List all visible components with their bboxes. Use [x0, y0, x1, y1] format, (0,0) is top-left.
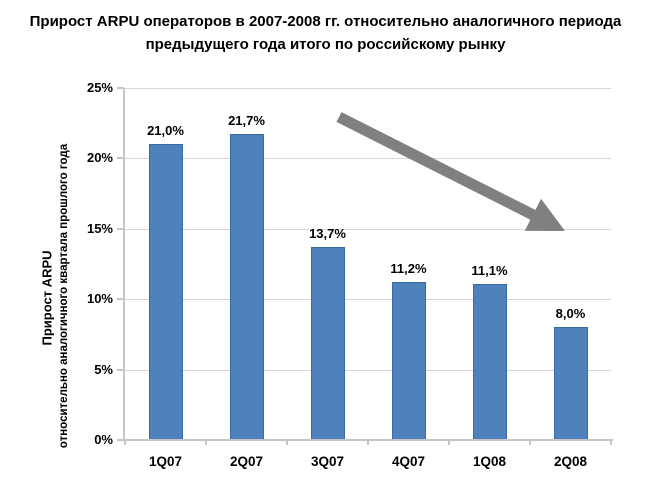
x-axis-label: 2Q08 — [553, 454, 588, 469]
x-axis-label: 1Q07 — [148, 454, 183, 469]
gridline-5% — [125, 369, 611, 371]
y-tick-mark — [117, 368, 124, 371]
x-axis-label: 2Q07 — [229, 454, 264, 469]
y-tick-mark — [117, 298, 124, 301]
gridline-25% — [125, 88, 611, 89]
gridline-15% — [125, 228, 611, 230]
x-tick-mark — [448, 441, 450, 445]
y-tick-label: 10% — [86, 291, 113, 307]
x-tick-mark — [367, 441, 369, 445]
x-tick-mark — [529, 441, 531, 445]
bar-1Q07 — [148, 144, 183, 440]
bar-value-label: 21,7% — [228, 113, 265, 129]
gridline-10% — [125, 299, 611, 301]
x-axis-label: 4Q07 — [391, 454, 426, 469]
x-axis-line — [117, 439, 613, 441]
chart-title-line1: Прирост ARPU операторов в 2007-2008 гг. … — [29, 13, 622, 30]
y-tick-mark — [117, 87, 124, 89]
x-axis-label: 3Q07 — [310, 454, 345, 469]
bar-value-label: 13,7% — [309, 226, 346, 242]
bar-value-label: 11,1% — [471, 262, 508, 278]
x-tick-mark — [205, 441, 207, 445]
bar-2Q08 — [553, 327, 588, 440]
chart-title: Прирост ARPU операторов в 2007-2008 гг. … — [0, 10, 651, 56]
y-tick-label: 0% — [94, 432, 113, 447]
bar-3Q07 — [310, 247, 345, 440]
y-tick-label: 15% — [86, 220, 113, 236]
y-tick-mark — [117, 157, 124, 160]
bar-4Q07 — [391, 282, 426, 440]
chart-title-line2: предыдущего года итого по российскому ры… — [145, 36, 506, 53]
x-axis-label: 1Q08 — [472, 454, 507, 469]
y-tick-label: 20% — [86, 150, 113, 166]
y-tick-label: 25% — [86, 80, 113, 95]
bar-value-label: 11,2% — [390, 261, 427, 277]
x-tick-mark — [124, 441, 126, 445]
y-tick-label: 5% — [94, 361, 113, 377]
y-axis-line — [123, 88, 125, 441]
y-tick-mark — [117, 227, 124, 230]
bar-2Q07 — [229, 134, 264, 440]
bar-value-label: 8,0% — [555, 306, 586, 322]
x-tick-mark — [286, 441, 288, 445]
gridline-20% — [125, 158, 611, 160]
bar-1Q08 — [472, 283, 507, 440]
bar-value-label: 21,0% — [147, 123, 184, 139]
x-tick-mark — [610, 441, 612, 445]
plot-area: 21,0% 21,7% 13,7% 11,2% 11,1% 8,0% — [125, 88, 611, 440]
y-tick-mark — [117, 439, 124, 441]
